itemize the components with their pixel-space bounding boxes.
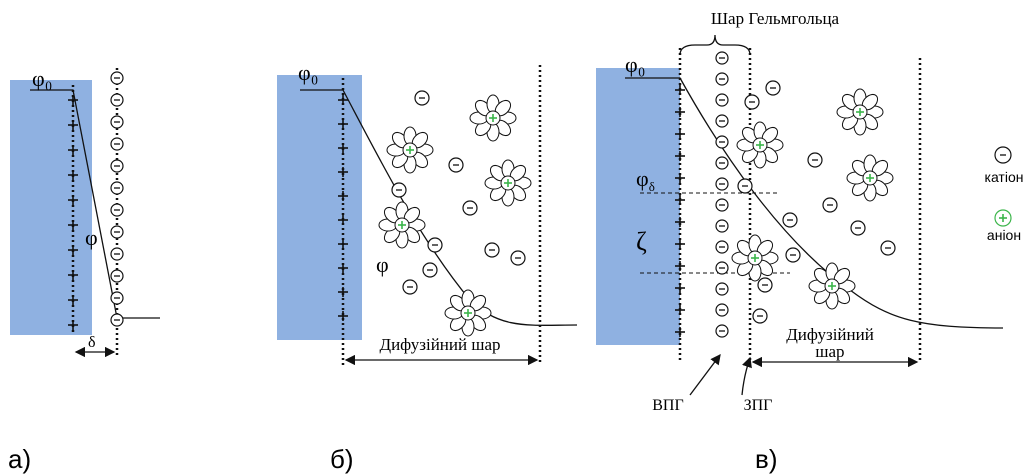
legend-anion: аніон	[987, 227, 1021, 243]
panel-label: в)	[755, 444, 777, 474]
delta: δ	[88, 334, 96, 351]
electrode	[277, 75, 362, 340]
electrode	[596, 68, 680, 345]
pointer	[690, 355, 720, 395]
brace	[680, 35, 750, 55]
electrode	[10, 80, 92, 335]
phi0: φ₀	[625, 52, 645, 77]
phi0: φ₀	[32, 66, 52, 91]
panel-label: а)	[8, 444, 31, 474]
inner-plane: ВПГ	[652, 397, 683, 414]
outer-plane: ЗПГ	[744, 397, 773, 414]
phi: φ	[376, 252, 389, 277]
phi-subscript: δ	[649, 179, 655, 194]
zeta: ζ	[636, 227, 647, 256]
phi0: φ₀	[298, 60, 318, 85]
figure: φ₀ φ δ φ₀ φ Дифузійний шар φ₀ φδ ζ Шар Г…	[0, 0, 1034, 476]
helmholtz-layer: Шар Гельмгольца	[711, 9, 840, 28]
pointer	[742, 358, 750, 395]
diffuse-layer: шар	[815, 342, 844, 361]
phi: φ	[85, 225, 98, 250]
phi-symbol: φ	[636, 166, 649, 191]
panel-label: б)	[330, 444, 354, 474]
legend-cation: катіон	[985, 169, 1024, 185]
diffuse-layer: Дифузійний шар	[379, 335, 500, 354]
